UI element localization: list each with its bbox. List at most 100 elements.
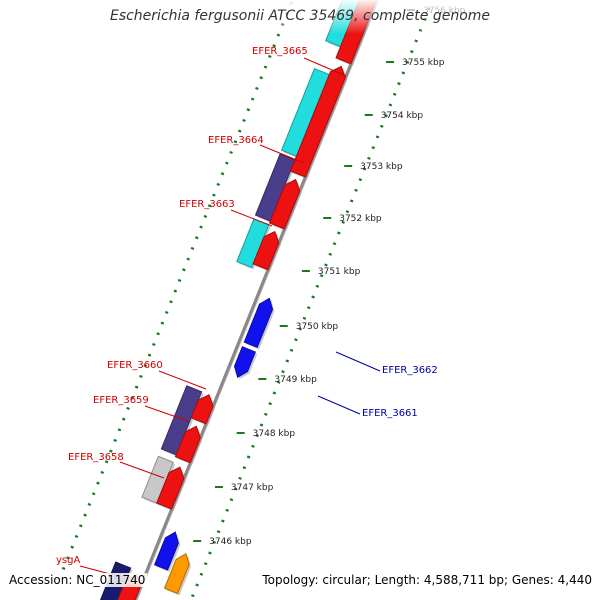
scale-label: 3750 kbp [296,322,339,332]
gene-red-7 [156,466,186,512]
scale-label: 3754 kbp [381,111,424,121]
tick-dot-left [212,193,216,197]
tick-dot-right [388,103,393,107]
gene-label: EFER_3665 [252,46,308,57]
tick-dot-left [78,524,83,528]
tick-dot-right [302,316,307,320]
tick-dot-left [169,300,173,304]
tick-dot-left [147,353,152,357]
label-leaders [79,57,381,575]
tick-dot-left [190,246,195,251]
scale-label: 3753 kbp [360,162,403,172]
tick-dot-right [203,562,208,566]
topology-summary: Topology: circular; Length: 4,588,711 bp… [260,573,594,587]
gene-red-2 [289,65,348,180]
gene-efer-3662 [243,297,275,350]
tick-dot-right [341,220,345,224]
gene-features [99,0,380,600]
tick-dot-right [392,92,397,96]
tick-dot-right [272,391,277,395]
tick-dot-right [311,295,315,299]
scale-label: 3746 kbp [209,537,252,547]
label-leader [119,461,165,479]
tick-dot-left [216,182,221,187]
scale-ticks [57,1,431,598]
tick-dot-right [233,487,238,491]
tick-dot-left [87,502,92,507]
tick-dot-left [186,257,190,261]
tick-dot-right [405,60,410,64]
label-leader [79,565,111,575]
tick-dot-left [156,332,160,336]
tick-dot-right [410,50,414,54]
tick-dot-left [160,321,165,325]
tick-dot-left [113,438,117,443]
label-leader [144,405,189,422]
scale-label: 3751 kbp [318,267,361,277]
gene-label: EFER_3661 [362,408,418,419]
tick-dot-left [109,449,113,453]
label-leader [335,351,381,372]
tick-dot-left [104,460,109,464]
tick-dot-left [74,534,79,539]
tick-dot-left [207,204,212,208]
gene-red-5 [190,394,216,426]
label-leader [317,395,361,415]
tick-dot-left [237,129,242,133]
tick-dot-right [238,476,242,480]
tick-dot-left [152,342,156,347]
tick-dot-right [414,39,418,43]
accession-label: Accession: NC_011740 [7,573,148,587]
gene-orange [163,552,192,596]
tick-dot-left [246,108,251,112]
tick-dot-left [134,385,139,389]
tick-dot-right [315,284,320,288]
tick-dot-right [255,434,260,438]
tick-dot-left [272,44,276,48]
tick-dot-right [324,263,328,267]
tick-dot-left [66,556,70,560]
tick-dot-left [130,396,135,400]
gene-label: EFER_3662 [382,365,438,376]
tick-dot-left [143,364,148,368]
tick-dot-right [298,327,302,331]
gene-label: EFER_3658 [68,452,124,463]
tick-dot-left [220,172,225,176]
tick-dot-right [276,380,281,384]
tick-dot-right [216,530,221,534]
tick-dot-left [164,310,169,315]
tick-dot-right [212,540,217,544]
tick-dot-right [306,306,311,310]
tick-dot-left [263,65,268,69]
tick-dot-left [250,97,255,101]
tick-dot-right [285,359,290,363]
label-leader [303,57,347,77]
tick-dot-left [194,236,199,240]
gene-label: EFER_3663 [179,199,235,210]
gene-labels: EFER_3665 EFER_3664 EFER_3663 EFER_3660 EFER… [56,46,438,566]
tick-dot-right [289,348,294,352]
tick-dot-right [281,370,285,374]
tick-dot-left [182,268,186,272]
tick-dot-right [251,444,255,448]
tick-dot-right [375,135,380,139]
gene-label: ysgA [56,555,80,566]
backbone-line [133,0,380,600]
tick-dot-right [268,402,272,406]
tick-dot-right [319,274,324,278]
tick-dot-right [190,594,195,598]
tick-dot-left [199,225,203,229]
tick-dot-right [401,71,406,75]
tick-dot-left [126,406,130,411]
tick-dot-right [225,508,229,512]
gene-blue-low [153,531,181,572]
tick-dot-left [242,118,246,123]
tick-dot-left [203,214,208,219]
tick-dot-left [139,374,143,379]
gene-red-6 [174,425,203,465]
tick-dot-left [91,492,96,496]
tick-dot-left [177,278,182,283]
tick-dot-right [259,423,264,427]
tick-dot-left [117,428,122,432]
